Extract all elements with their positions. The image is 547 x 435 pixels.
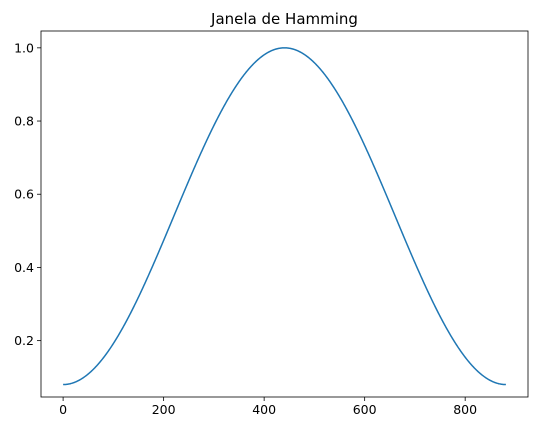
x-tick-label: 400 (252, 402, 276, 417)
series-line (62, 47, 507, 386)
y-tick-label: 0.8 (14, 114, 34, 129)
plot-area (40, 30, 529, 398)
x-tick-label: 600 (353, 402, 377, 417)
x-tick-label: 200 (152, 402, 176, 417)
y-tick-label: 0.6 (14, 187, 34, 202)
y-tick-label: 0.4 (14, 260, 34, 275)
chart-title: Janela de Hamming (210, 10, 358, 28)
x-tick-label: 800 (453, 402, 477, 417)
x-tick-label: 0 (59, 402, 67, 417)
y-tick-label: 1.0 (14, 40, 34, 55)
y-tick-label: 0.2 (14, 333, 34, 348)
